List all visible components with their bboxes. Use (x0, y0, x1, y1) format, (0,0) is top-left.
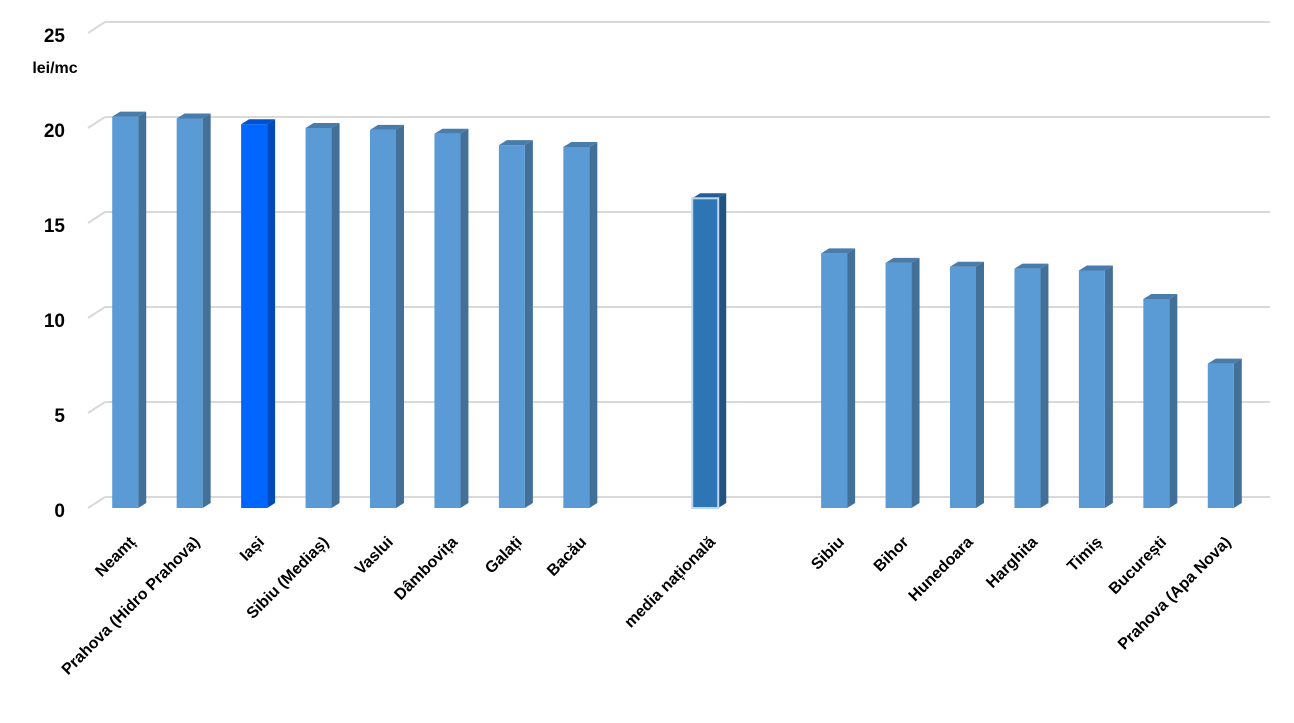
bar-side (847, 248, 856, 508)
bar (1078, 270, 1105, 508)
bar-top (950, 261, 984, 267)
bar-top (1143, 294, 1178, 299)
x-tick-label: media națională (622, 534, 720, 632)
bar (691, 197, 720, 510)
bar-side (1233, 358, 1242, 508)
bar-top (176, 113, 211, 119)
bar-side (460, 128, 469, 508)
bar-side (1104, 265, 1113, 508)
bar-top (1207, 358, 1242, 364)
bar-top (821, 248, 856, 254)
x-tick-label: București (1106, 534, 1170, 598)
x-tick-label: Prahova (Hidro Prahova) (59, 534, 204, 679)
grid-line-depth (87, 116, 106, 129)
bar-top (305, 123, 340, 128)
bar-top (563, 142, 598, 147)
bar-side (718, 193, 727, 509)
y-axis-label: lei/mc (32, 60, 77, 77)
bar (950, 266, 976, 508)
x-tick-label: Galați (482, 534, 525, 577)
x-tick-label: Harghita (983, 534, 1041, 592)
bar-side (524, 140, 533, 508)
x-tick-label: Iași (237, 534, 268, 565)
y-tick-label: 0 (54, 501, 65, 522)
bar-side (138, 111, 147, 508)
bar-side (1040, 263, 1049, 508)
bar-top (370, 124, 404, 130)
bar-top (498, 140, 533, 146)
x-tick-label: Bacău (544, 534, 590, 580)
bar-side (202, 113, 211, 508)
bar-side (267, 119, 276, 508)
x-tick-label: Prahova (Apa Nova) (1115, 534, 1235, 654)
bar-top (692, 193, 727, 199)
y-tick-label: 20 (44, 121, 65, 142)
y-tick-label: 25 (44, 26, 66, 47)
bar-side (976, 261, 984, 508)
bar (305, 128, 332, 508)
grid-line-depth (87, 21, 106, 34)
bar-side (396, 124, 404, 509)
bar (241, 124, 268, 508)
bar (176, 118, 203, 508)
bar-side (911, 257, 920, 508)
bar (370, 129, 396, 508)
bar (1143, 299, 1170, 508)
x-tick-label: Vaslui (352, 534, 397, 579)
y-tick-label: 5 (54, 406, 65, 427)
x-tick-label: Sibiu (808, 534, 848, 574)
bar (885, 262, 912, 508)
bar (498, 145, 525, 508)
x-tick-label: Bihor (871, 534, 913, 576)
bar-side (589, 142, 598, 508)
grid-line-depth (87, 306, 106, 319)
bar-side (1169, 294, 1178, 508)
x-tick-label: Dâmbovița (391, 534, 461, 604)
bar (1014, 268, 1041, 508)
bar (821, 253, 848, 508)
bar (112, 116, 139, 508)
bar-top (1078, 265, 1113, 271)
bar-top (434, 128, 469, 134)
x-tick-label: Hunedoara (906, 534, 977, 605)
y-tick-label: 15 (44, 216, 66, 237)
x-tick-label: Timiș (1064, 534, 1105, 575)
grid-line-depth (87, 401, 106, 414)
bar-top (1014, 263, 1049, 269)
grid-line-depth (87, 496, 106, 509)
bar-top (241, 119, 276, 125)
bar-top (112, 111, 147, 117)
bar-side (331, 123, 340, 508)
x-tick-label: Neamț (92, 533, 139, 580)
bar (563, 147, 590, 508)
y-tick-label: 10 (44, 311, 65, 332)
bar (1207, 363, 1234, 508)
bar (434, 133, 461, 508)
bar-top (885, 257, 920, 263)
grid-line-depth (87, 211, 106, 224)
